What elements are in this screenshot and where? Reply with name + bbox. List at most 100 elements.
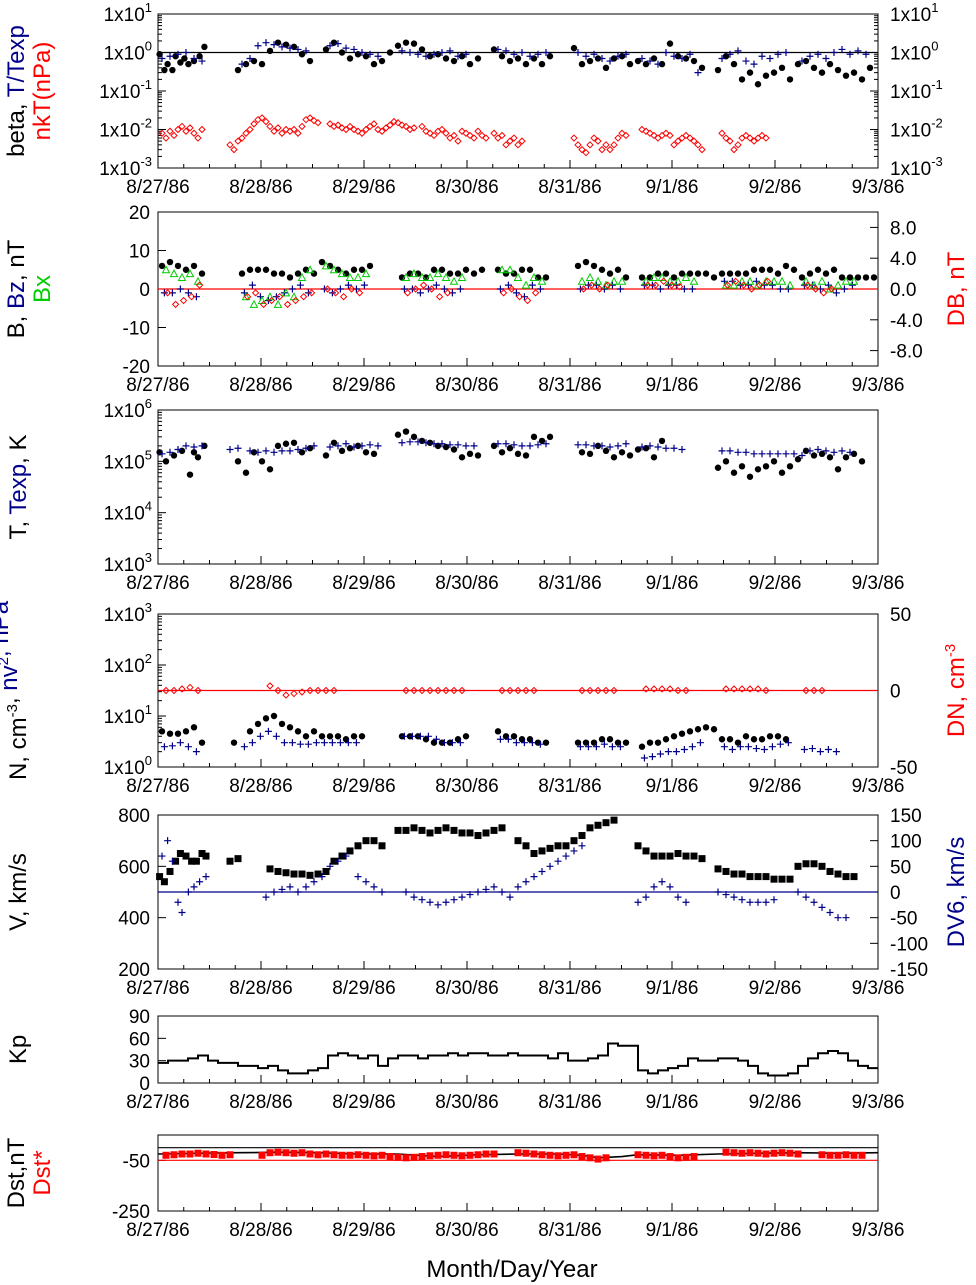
data-point bbox=[184, 888, 192, 896]
data-point bbox=[546, 844, 554, 852]
data-point bbox=[718, 129, 726, 137]
data-point bbox=[434, 901, 442, 909]
data-point bbox=[274, 124, 282, 132]
data-point bbox=[530, 433, 538, 441]
data-point bbox=[246, 266, 254, 273]
data-point bbox=[160, 878, 168, 886]
data-point bbox=[370, 883, 378, 891]
data-point bbox=[778, 1149, 786, 1157]
data-point bbox=[506, 137, 514, 145]
data-point bbox=[778, 64, 786, 72]
data-point bbox=[806, 447, 814, 455]
data-point bbox=[514, 1149, 522, 1157]
data-point bbox=[758, 450, 766, 458]
data-point bbox=[410, 893, 418, 901]
data-point bbox=[417, 272, 427, 281]
data-point bbox=[758, 131, 766, 140]
data-point bbox=[786, 76, 794, 83]
data-point bbox=[347, 285, 356, 293]
data-point bbox=[386, 1153, 394, 1161]
data-point bbox=[521, 280, 531, 289]
data-point bbox=[496, 735, 504, 743]
data-point bbox=[622, 739, 630, 746]
data-point bbox=[158, 262, 166, 270]
data-point bbox=[190, 262, 198, 270]
data-point bbox=[243, 292, 252, 301]
data-point bbox=[664, 748, 672, 756]
data-point bbox=[286, 44, 294, 52]
data-point bbox=[744, 743, 752, 751]
data-point bbox=[234, 855, 242, 863]
x-tick-label: 9/3/86 bbox=[852, 177, 905, 198]
data-point bbox=[438, 49, 446, 56]
data-point bbox=[862, 274, 870, 281]
data-point bbox=[518, 442, 526, 450]
y-axis-label: Kp bbox=[5, 1035, 32, 1064]
data-point bbox=[694, 726, 702, 733]
data-point bbox=[330, 686, 338, 695]
data-point bbox=[174, 446, 182, 454]
data-point bbox=[723, 281, 732, 289]
x-tick-label: 8/31/86 bbox=[538, 573, 601, 594]
data-point bbox=[250, 120, 258, 128]
x-tick-label: 9/1/86 bbox=[646, 1092, 699, 1113]
data-point bbox=[162, 686, 170, 695]
data-point bbox=[322, 452, 330, 459]
data-point bbox=[810, 860, 818, 868]
data-point bbox=[755, 281, 764, 289]
data-point bbox=[688, 743, 696, 751]
y-tick-label: 1x106 bbox=[104, 396, 152, 422]
data-point bbox=[498, 686, 506, 695]
x-tick-label: 8/31/86 bbox=[538, 375, 601, 396]
data-point bbox=[182, 49, 190, 56]
x-tick-label: 8/30/86 bbox=[435, 776, 498, 797]
data-point bbox=[190, 129, 198, 137]
data-point bbox=[198, 739, 206, 746]
data-point bbox=[818, 686, 826, 695]
data-point bbox=[854, 274, 862, 281]
data-point bbox=[266, 122, 274, 131]
data-point bbox=[614, 739, 622, 746]
data-point bbox=[158, 54, 166, 62]
data-point bbox=[682, 131, 690, 140]
data-point bbox=[176, 850, 184, 857]
data-point bbox=[178, 685, 186, 693]
data-point bbox=[462, 733, 470, 740]
y2-axis-label: DV6, km/s bbox=[943, 837, 970, 948]
data-point bbox=[166, 127, 174, 135]
data-point bbox=[196, 878, 204, 886]
data-point bbox=[658, 60, 666, 68]
data-point bbox=[827, 285, 836, 293]
data-point bbox=[177, 59, 184, 66]
data-point bbox=[262, 117, 270, 126]
data-point bbox=[682, 898, 690, 906]
data-point bbox=[326, 443, 334, 451]
data-point bbox=[266, 682, 274, 690]
series-t bbox=[156, 428, 866, 480]
data-point bbox=[458, 686, 466, 695]
data-point bbox=[650, 55, 658, 62]
x-tick-label: 8/28/86 bbox=[229, 177, 292, 198]
y2-tick-label: -8.0 bbox=[890, 342, 923, 363]
data-point bbox=[358, 733, 366, 740]
data-point bbox=[298, 1149, 306, 1157]
data-point bbox=[502, 733, 510, 740]
data-point bbox=[746, 1149, 754, 1157]
data-point bbox=[166, 730, 174, 737]
data-point bbox=[766, 266, 774, 273]
data-point bbox=[642, 685, 650, 693]
data-point bbox=[649, 272, 659, 281]
data-point bbox=[422, 736, 430, 743]
data-point bbox=[435, 292, 444, 301]
data-point bbox=[758, 266, 766, 273]
data-point bbox=[609, 276, 619, 285]
data-point bbox=[430, 266, 438, 273]
data-point bbox=[810, 898, 818, 906]
data-point bbox=[742, 448, 750, 456]
data-point bbox=[442, 824, 450, 832]
data-point bbox=[654, 443, 662, 451]
series-n bbox=[158, 712, 790, 750]
data-point bbox=[786, 875, 794, 883]
data-point bbox=[667, 281, 676, 289]
data-point bbox=[634, 842, 642, 850]
